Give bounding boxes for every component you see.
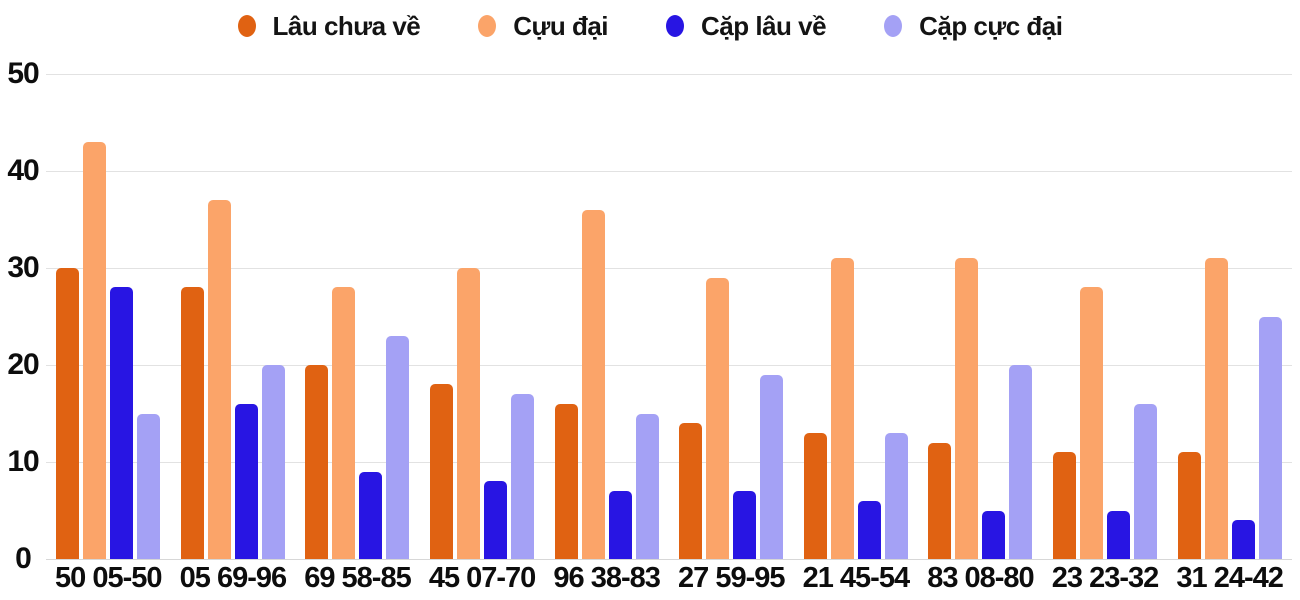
legend-item-1: Cựu đại (478, 10, 609, 42)
bar (1204, 258, 1228, 559)
x-axis-label: 83 08-80 (927, 562, 1034, 594)
legend-label: Cặp cực đại (919, 10, 1063, 41)
bar (386, 335, 410, 559)
gridline (46, 171, 1292, 172)
x-axis-labels: 50 05-50 05 69-96 69 58-85 45 07-70 96 38-83… (46, 562, 1292, 595)
x-axis-label: 05 69-96 (179, 562, 287, 594)
bar (1080, 287, 1104, 559)
legend-item-0: Lâu chưa về (237, 10, 421, 42)
legend-label: Lâu chưa về (272, 10, 421, 41)
bar (830, 258, 854, 559)
bar (1177, 452, 1201, 559)
x-axis-baseline (46, 559, 1292, 560)
bar-group (544, 74, 669, 559)
x-axis-label: 23 23-32 (1051, 562, 1159, 594)
x-axis-label: 27 59-95 (678, 562, 785, 594)
bar (554, 403, 578, 559)
bar (83, 141, 107, 559)
y-axis-tick-label: 50 (7, 57, 39, 90)
chart-legend: Lâu chưa về Cựu đại Cặp lâu về Cặp cực đại (0, 4, 1300, 48)
legend-label: Cựu đại (513, 10, 609, 41)
bar (635, 413, 659, 559)
bar (511, 394, 535, 559)
bar (234, 403, 258, 559)
legend-label: Cặp lâu về (701, 10, 827, 41)
bar (884, 432, 908, 559)
bar (1134, 403, 1158, 559)
x-axis-label: 31 24-42 (1176, 562, 1283, 594)
bar (457, 268, 481, 559)
gridline (46, 462, 1292, 463)
legend-swatch-icon (237, 15, 256, 37)
bar (180, 287, 204, 559)
y-axis-tick-label: 40 (7, 154, 39, 187)
bar (679, 423, 703, 559)
bar (581, 209, 605, 559)
plot-area (46, 74, 1292, 559)
bar (955, 258, 979, 559)
bar-group (420, 74, 545, 559)
bar (982, 510, 1006, 559)
legend-item-3: Cặp cực đại (884, 10, 1063, 42)
bar (733, 491, 757, 559)
bar (1231, 520, 1255, 559)
y-axis-tick-label: 10 (7, 445, 39, 478)
bar (430, 384, 454, 559)
bar (56, 268, 80, 559)
bar-group (171, 74, 296, 559)
bar (1053, 452, 1077, 559)
bar (857, 500, 881, 559)
bar (1009, 365, 1033, 559)
bar-group (918, 74, 1043, 559)
y-axis-tick-label: 0 (15, 542, 32, 575)
bar-group (669, 74, 794, 559)
bar (110, 287, 134, 559)
bar (305, 365, 329, 559)
bar-group (1043, 74, 1168, 559)
bar (1258, 316, 1282, 559)
gridline (46, 74, 1292, 75)
bar-group (295, 74, 420, 559)
legend-swatch-icon (666, 15, 685, 37)
bar-group (1167, 74, 1292, 559)
x-axis-label: 45 07-70 (428, 562, 536, 594)
bar-group (794, 74, 919, 559)
bar (484, 481, 508, 559)
x-axis-label: 96 38-83 (553, 562, 660, 594)
x-axis-label: 21 45-54 (802, 562, 910, 594)
bar (261, 365, 285, 559)
gridline (46, 365, 1292, 366)
gridline (46, 268, 1292, 269)
legend-swatch-icon (884, 15, 903, 37)
bar (137, 413, 161, 559)
bar (332, 287, 356, 559)
y-axis-tick-label: 30 (7, 251, 39, 284)
bar (1107, 510, 1131, 559)
bar (207, 200, 231, 559)
bar (928, 442, 952, 559)
bar (608, 491, 632, 559)
bar (706, 277, 730, 559)
bar-group (46, 74, 171, 559)
legend-swatch-icon (478, 15, 497, 37)
x-axis-label: 69 58-85 (304, 562, 411, 594)
bar (760, 374, 784, 559)
bar (803, 432, 827, 559)
bar (359, 471, 383, 559)
y-axis-tick-label: 20 (7, 348, 39, 381)
x-axis-label: 50 05-50 (55, 562, 162, 594)
legend-item-2: Cặp lâu về (666, 10, 827, 42)
